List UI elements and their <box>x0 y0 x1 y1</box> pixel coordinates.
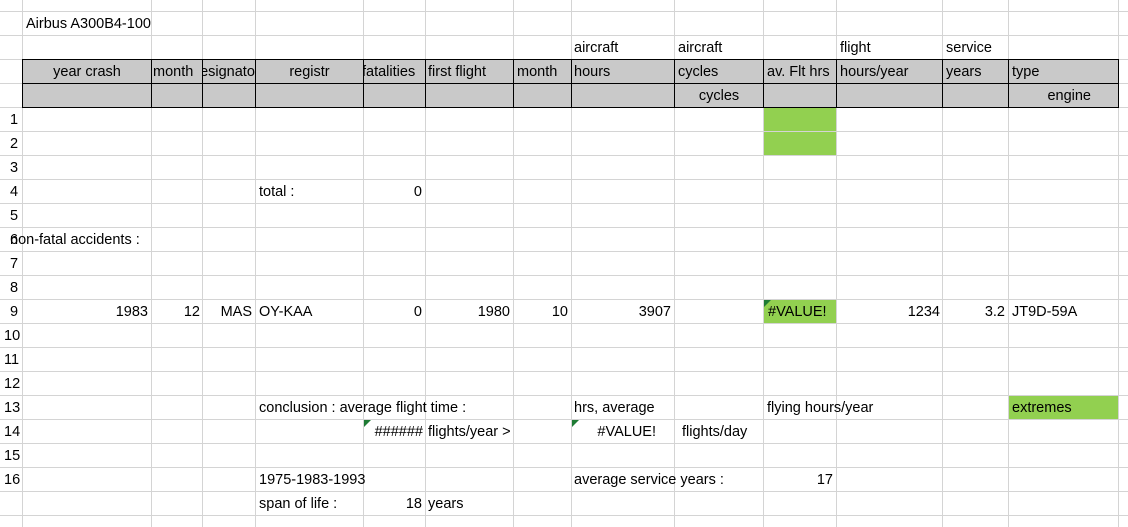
formula-warning-icon <box>364 420 371 427</box>
header-hours[interactable]: hours <box>574 64 611 80</box>
header-aircraft-cycles-top[interactable]: aircraft <box>678 40 723 56</box>
span-label[interactable]: span of life : <box>259 496 338 512</box>
conclusion-label[interactable]: conclusion : average flight time : <box>259 400 467 416</box>
header-aircraft-hours-top[interactable]: aircraft <box>574 40 619 56</box>
year-range[interactable]: 1975-1983-1993 <box>259 472 366 488</box>
record-first-flight[interactable]: 1980 <box>477 304 510 320</box>
row-number[interactable]: 2 <box>10 136 19 152</box>
span-value[interactable]: 18 <box>405 496 422 512</box>
formula-warning-icon <box>572 420 579 427</box>
record-fatalities[interactable]: 0 <box>413 304 422 320</box>
row-number[interactable]: 9 <box>10 304 19 320</box>
header-flight-top[interactable]: flight <box>840 40 871 56</box>
flights-year-label[interactable]: flights/year > <box>428 424 511 440</box>
header-cycles[interactable]: cycles <box>678 64 719 80</box>
row-number[interactable]: 8 <box>10 280 19 296</box>
header-engine-sub[interactable]: engine <box>1047 88 1091 104</box>
record-type[interactable]: JT9D-59A <box>1012 304 1078 320</box>
header-first-flight[interactable]: first flight <box>428 64 487 80</box>
header-years[interactable]: years <box>946 64 982 80</box>
row-number[interactable]: 16 <box>4 472 21 488</box>
formula-warning-icon <box>764 300 771 307</box>
row-number[interactable]: 6 <box>10 232 19 248</box>
header-cycles-sub[interactable]: cycles <box>698 88 740 104</box>
row-number[interactable]: 15 <box>4 448 21 464</box>
record-registr[interactable]: OY-KAA <box>259 304 313 320</box>
hrs-average-label[interactable]: hrs, average <box>574 400 655 416</box>
row-number[interactable]: 5 <box>10 208 19 224</box>
header-band <box>22 60 1119 108</box>
header-month-2[interactable]: month <box>517 64 558 80</box>
row-number[interactable]: 12 <box>4 376 21 392</box>
avg-service-value[interactable]: 17 <box>816 472 833 488</box>
row-number[interactable]: 1 <box>10 112 19 128</box>
record-hours-year[interactable]: 1234 <box>907 304 940 320</box>
row-number[interactable]: 10 <box>4 328 21 344</box>
header-designator[interactable]: designator <box>203 64 255 80</box>
span-unit[interactable]: years <box>428 496 464 512</box>
record-designator[interactable]: MAS <box>220 304 252 320</box>
record-month[interactable]: 12 <box>183 304 200 320</box>
non-fatal-label[interactable]: non-fatal accidents : <box>10 232 140 248</box>
row-number[interactable]: 3 <box>10 160 19 176</box>
header-type[interactable]: type <box>1012 64 1040 80</box>
record-year[interactable]: 1983 <box>115 304 148 320</box>
header-av-flt-hrs[interactable]: av. Flt hrs <box>767 64 830 80</box>
record-service-years[interactable]: 3.2 <box>984 304 1005 320</box>
header-month[interactable]: month <box>153 64 194 80</box>
flying-hours-year-label[interactable]: flying hours/year <box>767 400 874 416</box>
flights-day-label[interactable]: flights/day <box>682 424 748 440</box>
record-av-flt[interactable]: #VALUE! <box>768 304 827 320</box>
extremes-cell <box>1009 396 1119 420</box>
avg-service-label[interactable]: average service years : <box>574 472 724 488</box>
record-hours[interactable]: 3907 <box>638 304 671 320</box>
row-number[interactable]: 7 <box>10 256 19 272</box>
header-hours-year[interactable]: hours/year <box>840 64 909 80</box>
green-highlight-cell <box>764 108 837 156</box>
record-ff-month[interactable]: 10 <box>551 304 568 320</box>
row-number[interactable]: 4 <box>10 184 19 200</box>
av-flt-cell <box>764 300 837 324</box>
sheet-title[interactable]: Airbus A300B4-100 <box>26 16 151 32</box>
extremes-label[interactable]: extremes <box>1012 400 1072 416</box>
header-service-top[interactable]: service <box>946 40 992 56</box>
total-value[interactable]: 0 <box>413 184 422 200</box>
header-year-crash[interactable]: year crash <box>53 64 121 80</box>
hash-overflow-value[interactable]: ###### <box>374 424 423 440</box>
row-number[interactable]: 11 <box>4 352 20 368</box>
row-number[interactable]: 14 <box>4 424 21 440</box>
row-number[interactable]: 13 <box>4 400 21 416</box>
flights-value-error[interactable]: #VALUE! <box>597 424 656 440</box>
total-label[interactable]: total : <box>259 184 295 200</box>
header-fatalities[interactable]: fatalities <box>364 64 416 80</box>
header-registr[interactable]: registr <box>289 64 330 80</box>
